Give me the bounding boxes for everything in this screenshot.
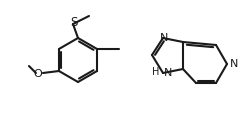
Text: H: H: [152, 67, 159, 77]
Text: S: S: [70, 15, 78, 28]
Text: O: O: [33, 69, 42, 79]
Text: N: N: [160, 33, 168, 43]
Text: N: N: [230, 59, 238, 69]
Text: N: N: [164, 68, 172, 78]
